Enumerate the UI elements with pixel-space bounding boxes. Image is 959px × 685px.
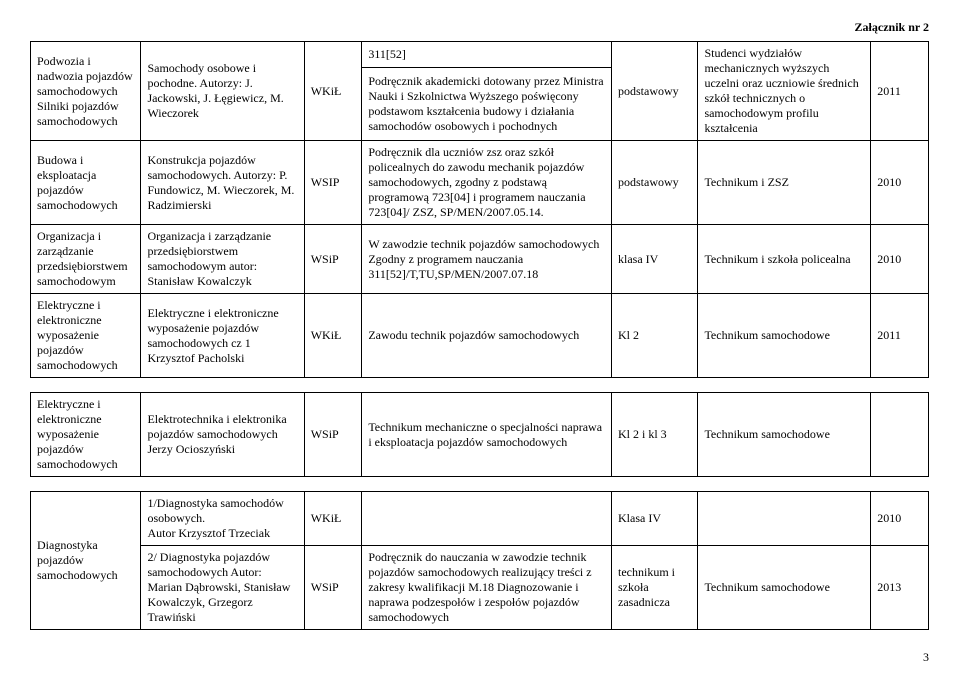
main-table: Podwozia i nadwozia pojazdów samochodowy… [30, 41, 929, 630]
audience-cell: Technikum i ZSZ [698, 141, 871, 225]
publisher-cell: WKiŁ [304, 294, 362, 378]
page-number: 3 [30, 650, 929, 665]
description-cell [362, 492, 612, 546]
subject-cell: Podwozia i nadwozia pojazdów samochodowy… [31, 42, 141, 141]
publisher-cell: WKiŁ [304, 42, 362, 141]
audience-cell: Technikum samochodowe [698, 294, 871, 378]
textbook-cell: 2/ Diagnostyka pojazdów samochodowych Au… [141, 546, 304, 630]
year-cell: 2010 [871, 225, 929, 294]
level-cell: podstawowy [612, 42, 698, 141]
audience-cell [698, 492, 871, 546]
table-row: 2/ Diagnostyka pojazdów samochodowych Au… [31, 546, 929, 630]
table-row: Elektryczne i elektroniczne wyposażenie … [31, 294, 929, 378]
program-number-cell: 311[52] [362, 42, 612, 68]
publisher-cell: WSiP [304, 393, 362, 477]
subject-cell: Diagnostyka pojazdów samochodowych [31, 492, 141, 630]
publisher-cell: WKiŁ [304, 492, 362, 546]
level-cell: Kl 2 [612, 294, 698, 378]
description-cell: Technikum mechaniczne o specjalności nap… [362, 393, 612, 477]
subject-cell: Elektryczne i elektroniczne wyposażenie … [31, 294, 141, 378]
level-cell: Kl 2 i kl 3 [612, 393, 698, 477]
table-row: Budowa i eksploatacja pojazdów samochodo… [31, 141, 929, 225]
table-row: Diagnostyka pojazdów samochodowych 1/Dia… [31, 492, 929, 546]
spacer-row [31, 477, 929, 492]
publisher-cell: WSiP [304, 546, 362, 630]
table-row: Elektryczne i elektroniczne wyposażenie … [31, 393, 929, 477]
year-cell: 2011 [871, 294, 929, 378]
textbook-cell: Organizacja i zarządzanie przedsiębiorst… [141, 225, 304, 294]
audience-cell: Technikum samochodowe [698, 393, 871, 477]
description-cell: Podręcznik akademicki dotowany przez Min… [362, 67, 612, 140]
spacer-row [31, 378, 929, 393]
textbook-cell: Konstrukcja pojazdów samochodowych. Auto… [141, 141, 304, 225]
program-header-row: Podwozia i nadwozia pojazdów samochodowy… [31, 42, 929, 68]
level-cell: Klasa IV [612, 492, 698, 546]
year-cell: 2013 [871, 546, 929, 630]
description-cell: W zawodzie technik pojazdów samochodowyc… [362, 225, 612, 294]
subject-cell: Organizacja i zarządzanie przedsiębiorst… [31, 225, 141, 294]
description-cell: Podręcznik dla uczniów zsz oraz szkół po… [362, 141, 612, 225]
textbook-cell: Elektryczne i elektroniczne wyposażenie … [141, 294, 304, 378]
year-cell: 2010 [871, 492, 929, 546]
textbook-cell: Elektrotechnika i elektronika pojazdów s… [141, 393, 304, 477]
textbook-cell: Samochody osobowe i pochodne. Autorzy: J… [141, 42, 304, 141]
year-cell: 2011 [871, 42, 929, 141]
year-cell [871, 393, 929, 477]
audience-cell: Technikum samochodowe [698, 546, 871, 630]
attachment-header: Załącznik nr 2 [30, 20, 929, 35]
description-cell: Zawodu technik pojazdów samochodowych [362, 294, 612, 378]
description-cell: Podręcznik do nauczania w zawodzie techn… [362, 546, 612, 630]
subject-cell: Elektryczne i elektroniczne wyposażenie … [31, 393, 141, 477]
textbook-cell: 1/Diagnostyka samochodów osobowych. Auto… [141, 492, 304, 546]
audience-cell: Technikum i szkoła policealna [698, 225, 871, 294]
year-cell: 2010 [871, 141, 929, 225]
level-cell: technikum i szkoła zasadnicza [612, 546, 698, 630]
publisher-cell: WSIP [304, 141, 362, 225]
level-cell: podstawowy [612, 141, 698, 225]
level-cell: klasa IV [612, 225, 698, 294]
audience-cell: Studenci wydziałów mechanicznych wyższyc… [698, 42, 871, 141]
publisher-cell: WSiP [304, 225, 362, 294]
table-row: Organizacja i zarządzanie przedsiębiorst… [31, 225, 929, 294]
subject-cell: Budowa i eksploatacja pojazdów samochodo… [31, 141, 141, 225]
